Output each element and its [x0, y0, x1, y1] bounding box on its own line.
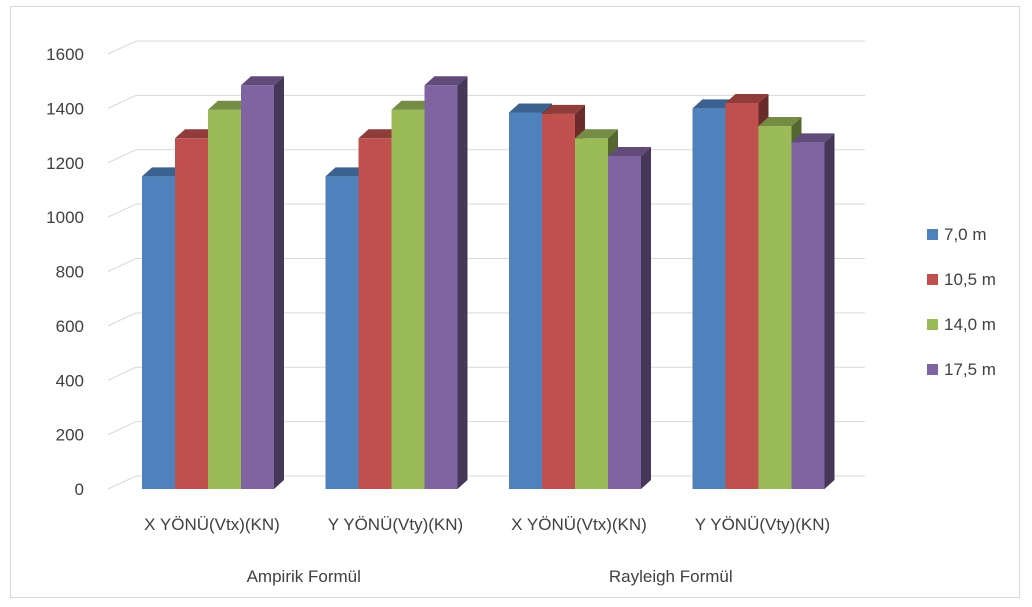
bar: [241, 76, 284, 489]
bar-top: [142, 167, 185, 177]
bar-front: [241, 85, 274, 489]
bar-top: [791, 133, 835, 143]
legend-label: 7,0 m: [944, 225, 987, 244]
x-tick-label: Y YÖNÜ(Vty)(KN): [695, 515, 830, 534]
y-tick-label: 800: [56, 263, 84, 282]
y-tick-label: 200: [56, 426, 84, 445]
bar-top: [758, 117, 802, 127]
gridline-diagonal: [107, 258, 137, 272]
bar-front: [758, 126, 792, 489]
legend-label: 10,5 m: [944, 270, 996, 289]
gridline-diagonal: [107, 312, 137, 327]
y-tick-label: 1400: [46, 99, 84, 118]
bar-front: [608, 155, 641, 489]
y-tick-label: 1200: [46, 154, 84, 173]
y-tick-label: 1600: [46, 45, 84, 64]
bar-top: [509, 103, 552, 113]
bar-top: [725, 93, 769, 103]
bar-top: [542, 104, 585, 114]
legend-item: 7,0 m: [927, 225, 987, 244]
bar-front: [391, 109, 425, 489]
x-tick-label: Y YÖNÜ(Vty)(KN): [328, 515, 463, 534]
bar-top: [391, 100, 435, 110]
bar-front: [791, 142, 825, 489]
bar-front: [358, 138, 392, 489]
bar-side: [274, 76, 284, 489]
bar-front: [542, 113, 575, 489]
bar-top: [358, 129, 402, 139]
bar-side: [457, 76, 468, 489]
bar-front: [142, 176, 175, 489]
gridline-diagonal: [107, 203, 137, 218]
legend-label: 17,5 m: [944, 360, 996, 379]
bar-front: [175, 138, 208, 489]
y-tick-label: 400: [56, 371, 84, 390]
bar-top: [175, 129, 218, 139]
y-tick-label: 1000: [46, 208, 84, 227]
bar-top: [575, 129, 618, 139]
bar-top: [608, 146, 651, 156]
y-tick-label: 600: [56, 317, 84, 336]
gridline-diagonal: [107, 366, 137, 381]
y-tick-label: 0: [75, 480, 84, 499]
legend-item: 14,0 m: [927, 315, 996, 334]
gridline-diagonal: [107, 40, 137, 55]
legend-item: 10,5 m: [927, 270, 996, 289]
legend: 7,0 m 10,5 m 14,0 m 17,5 m: [927, 225, 996, 379]
legend-swatch: [927, 229, 938, 240]
gridline-diagonal: [107, 149, 137, 164]
y-axis: 0 200 400 600 800 1000 1200 1400 1600: [46, 45, 84, 499]
bar-front: [725, 102, 759, 489]
bar-side: [824, 133, 835, 489]
gridline-diagonal: [107, 94, 137, 109]
group-label: Rayleigh Formül: [609, 567, 733, 586]
gridline-diagonal: [107, 475, 137, 490]
bar-front: [325, 176, 359, 489]
bar: [791, 133, 835, 489]
x-tick-label: X YÖNÜ(Vtx)(KN): [511, 515, 647, 534]
bar-front: [424, 85, 458, 489]
bar-top: [208, 100, 251, 110]
bar: [424, 76, 468, 489]
bar-front: [208, 109, 241, 489]
gridline-diagonal: [107, 421, 137, 436]
bar-top: [692, 99, 736, 109]
bar-top: [241, 76, 284, 86]
legend-swatch: [927, 319, 938, 330]
legend-swatch: [927, 274, 938, 285]
legend-swatch: [927, 364, 938, 375]
bar-front: [692, 108, 726, 489]
x-tick-label: X YÖNÜ(Vtx)(KN): [144, 515, 280, 534]
bar-top: [424, 76, 468, 86]
bar-side: [641, 146, 651, 489]
bar-front: [575, 138, 608, 489]
legend-item: 17,5 m: [927, 360, 996, 379]
bar-front: [509, 112, 542, 489]
bars: [142, 76, 835, 489]
group-label: Ampirik Formül: [247, 567, 361, 586]
category-labels: X YÖNÜ(Vtx)(KN) Y YÖNÜ(Vty)(KN) X YÖNÜ(Vtx…: [144, 515, 830, 586]
bar-top: [325, 167, 369, 177]
legend-label: 14,0 m: [944, 315, 996, 334]
bar: [608, 146, 651, 489]
